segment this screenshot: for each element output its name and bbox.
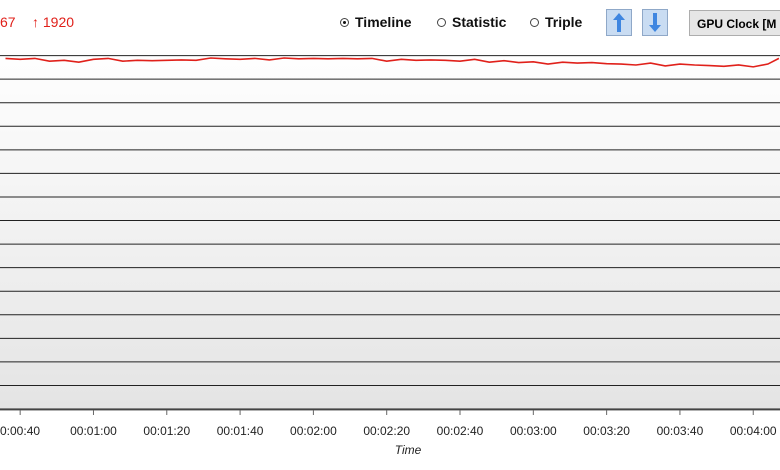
- metric-button[interactable]: GPU Clock [M: [689, 10, 780, 36]
- toolbar: 67 ↑ 1920 Timeline Statistic Triple GPU …: [0, 0, 780, 46]
- radio-dot: [340, 17, 349, 27]
- x-tick-label: 00:03:00: [510, 424, 557, 438]
- arrow-down-icon: [649, 13, 661, 32]
- x-tick-label: 00:03:40: [657, 424, 704, 438]
- min-value: 67: [0, 14, 16, 30]
- radio-label: Timeline: [355, 14, 412, 30]
- data-line: [5, 57, 780, 68]
- max-value: ↑ 1920: [32, 14, 75, 30]
- radio-option[interactable]: Triple: [530, 14, 582, 30]
- x-tick-label: 00:01:40: [217, 424, 264, 438]
- x-tick-label: 0:00:40: [0, 424, 40, 438]
- radio-label: Triple: [545, 14, 583, 30]
- x-tick-label: 00:01:00: [70, 424, 117, 438]
- sort-down-button[interactable]: [642, 9, 668, 36]
- x-tick-label: 00:03:20: [583, 424, 630, 438]
- radio-dot: [437, 17, 446, 27]
- radio-label: Statistic: [452, 14, 507, 30]
- plot-background: [0, 46, 780, 410]
- arrow-up-icon: [613, 13, 625, 32]
- x-tick-label: 00:01:20: [143, 424, 190, 438]
- radio-option[interactable]: Statistic: [437, 14, 506, 30]
- x-axis-label: Time: [395, 443, 422, 457]
- x-tick-label: 00:02:00: [290, 424, 337, 438]
- sort-up-button[interactable]: [606, 9, 632, 36]
- x-tick-label: 00:02:40: [437, 424, 484, 438]
- radio-dot: [530, 17, 539, 27]
- x-tick-label: 00:04:00: [730, 424, 777, 438]
- radio-option[interactable]: Timeline: [340, 14, 412, 30]
- x-tick-label: 00:02:20: [363, 424, 410, 438]
